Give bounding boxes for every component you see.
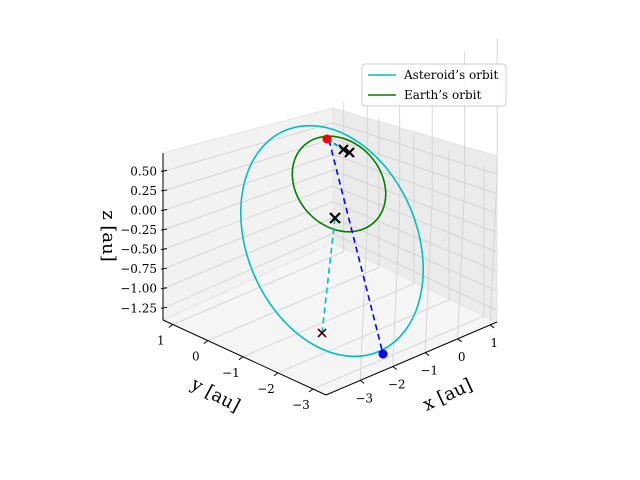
legend-label-earth: Earth’s orbit <box>404 88 481 102</box>
y-tick-label: 1 <box>157 334 165 348</box>
x-tick-mark <box>392 366 397 370</box>
z-tick-label: 0.50 <box>130 164 157 178</box>
z-gridline-left <box>162 122 334 172</box>
asteroid-orbit <box>239 124 425 358</box>
x-gridline-floor <box>392 214 401 367</box>
z-tick-label: 0.25 <box>130 184 157 198</box>
z-gridline-left <box>162 154 334 211</box>
marker-cross-center <box>329 212 341 224</box>
z-axis-label: z [au] <box>98 210 119 262</box>
x-gridline-floor <box>457 186 466 339</box>
y-gridline-floor <box>277 299 450 374</box>
y-gridline-floor <box>242 283 415 358</box>
x-tick-label: −1 <box>420 364 438 378</box>
z-tick-mark <box>160 287 168 290</box>
asteroid-orbit-line <box>239 124 425 358</box>
legend-label-asteroid: Asteroid’s orbit <box>403 68 498 82</box>
z-gridline-left <box>162 185 334 250</box>
earth-orbit <box>291 135 387 233</box>
x-axis-label: x [au] <box>420 374 476 415</box>
y-axis-line <box>162 319 327 396</box>
earth-orbit-line <box>291 135 387 233</box>
z-tick-mark <box>160 189 168 192</box>
z-gridline-left <box>162 233 334 309</box>
y-tick-label: −1 <box>222 366 240 380</box>
x-tick-mark <box>489 324 495 329</box>
z-tick-mark <box>160 306 168 309</box>
y-gridline-floor <box>172 251 344 325</box>
x-gridline-floor <box>359 228 368 381</box>
tick-labels: 0.50 0.25 0.00 −0.25 −0.50 −0.75 −1.00 −1.25 −3 −… <box>120 164 498 412</box>
z-tick-label: −1.00 <box>120 282 157 296</box>
marker-red-dot <box>322 134 332 144</box>
z-tick-mark <box>160 169 168 172</box>
y-gridline-floor <box>207 267 379 341</box>
z-gridline-right <box>332 122 498 175</box>
z-gridline-left <box>162 201 334 270</box>
z-gridline-left <box>162 169 334 231</box>
y-tick-label: 0 <box>192 350 200 364</box>
z-tick-mark <box>160 209 168 211</box>
connector-cyan-short <box>327 139 347 153</box>
y-tick-mark <box>203 340 209 345</box>
legend: Asteroid’s orbit Earth’s orbit <box>361 63 507 107</box>
z-tick-label: 0.00 <box>130 203 157 217</box>
z-tick-mark <box>160 228 168 231</box>
z-tick-label: −0.50 <box>120 243 157 257</box>
x-tick-label: 0 <box>458 350 466 364</box>
x-tick-mark <box>359 379 365 384</box>
marker-cross-top-1 <box>338 144 349 155</box>
y-tick-label: −2 <box>257 382 275 396</box>
y-gridline-floor <box>312 315 485 390</box>
z-tick-label: −0.75 <box>120 262 157 276</box>
x-tick-label: −2 <box>388 378 406 392</box>
y-tick-mark <box>308 388 314 393</box>
marker-blue-dot <box>378 349 388 359</box>
y-tick-mark <box>273 372 279 377</box>
z-gridline-left <box>162 138 334 192</box>
z-tick-mark <box>160 248 168 251</box>
x-tick-label: 1 <box>490 336 498 350</box>
y-tick-label: −3 <box>292 398 310 412</box>
x-tick-mark <box>424 352 430 357</box>
grid <box>162 37 498 390</box>
z-tick-mark <box>160 267 168 270</box>
z-tick-label: −1.25 <box>120 301 157 315</box>
x-tick-mark <box>457 338 462 343</box>
x-axis-line <box>325 321 498 396</box>
z-tick-label: −0.25 <box>120 223 157 237</box>
x-gridline-floor <box>489 172 498 325</box>
z-gridline-right <box>332 154 498 214</box>
z-gridline-right <box>332 201 498 272</box>
marker-cross-bottom-overlay <box>317 328 327 338</box>
x-tick-label: −3 <box>355 391 373 405</box>
y-tick-mark <box>238 356 244 361</box>
legend-box <box>361 63 507 107</box>
marker-cross-top-2 <box>344 147 355 158</box>
axis-edges <box>160 153 498 396</box>
connector-blue <box>328 139 384 355</box>
z-gridline-right <box>332 169 498 233</box>
z-gridline-right <box>332 233 498 311</box>
x-gridline-floor <box>424 200 433 353</box>
z-gridline-left <box>162 217 334 290</box>
y-tick-mark <box>168 324 174 328</box>
